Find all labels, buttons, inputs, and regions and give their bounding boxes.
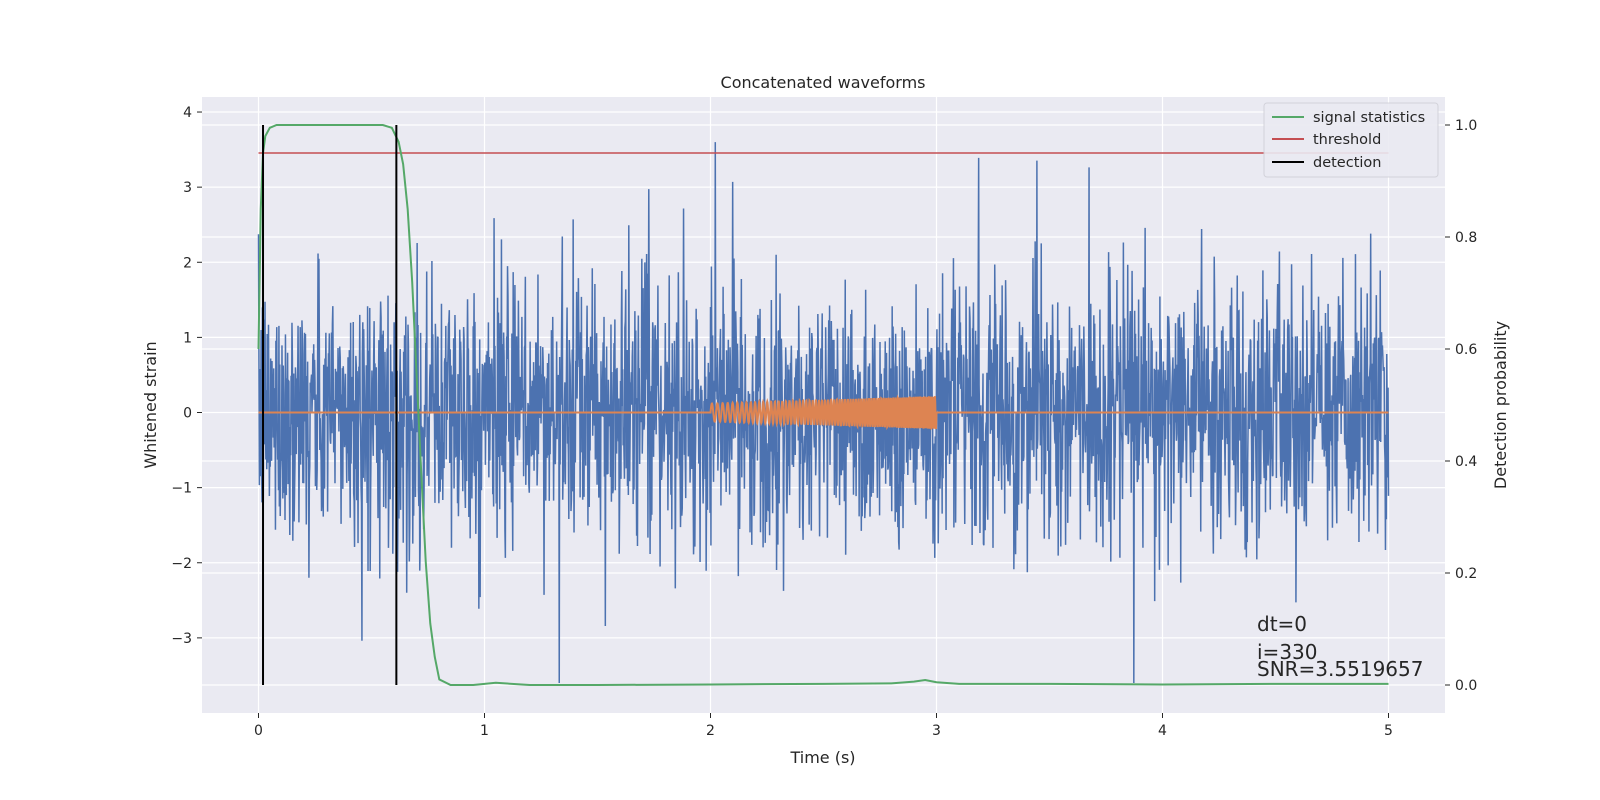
x-tick-label-5: 5 <box>1384 723 1393 739</box>
legend-label-detection: detection <box>1313 155 1381 171</box>
y-tick-label-5: 2 <box>183 255 192 271</box>
y-tick-label-7: 4 <box>183 105 192 121</box>
y-tick-label-4: 1 <box>183 330 192 346</box>
annotation-dt: dt=0 <box>1257 612 1307 636</box>
chart-title: Concatenated waveforms <box>721 73 926 92</box>
x-tick-label-3: 3 <box>932 723 941 739</box>
legend: signal statistics threshold detection <box>1263 102 1439 178</box>
x-tick-label-2: 2 <box>706 723 715 739</box>
y-tick-label-0: −3 <box>171 631 192 647</box>
y-tick-label-6: 3 <box>183 180 192 196</box>
ticks-layer: 0 1 2 3 4 5 −3 −2 −1 0 1 2 3 4 0.0 0.2 0.4 0.6 0.8 1.0 <box>171 105 1477 739</box>
series-whitened-strain <box>257 142 1390 683</box>
y-tick-label-3: 0 <box>183 406 192 422</box>
y-axis-label: Whitened strain <box>141 341 160 468</box>
legend-label-threshold: threshold <box>1313 132 1381 148</box>
x-tick-label-4: 4 <box>1158 723 1167 739</box>
x-tick-label-0: 0 <box>254 723 263 739</box>
y-axis-right-label: Detection probability <box>1491 321 1510 489</box>
y-right-tick-label-1: 0.2 <box>1455 566 1477 582</box>
y-right-tick-label-0: 0.0 <box>1455 678 1477 694</box>
y-right-tick-label-4: 0.8 <box>1455 230 1477 246</box>
y-right-tick-label-3: 0.6 <box>1455 342 1477 358</box>
y-right-tick-label-2: 0.4 <box>1455 454 1477 470</box>
y-tick-label-2: −1 <box>171 481 192 497</box>
x-tick-label-1: 1 <box>480 723 489 739</box>
series-layer <box>257 124 1390 686</box>
legend-label-signal-statistics: signal statistics <box>1313 110 1425 126</box>
y-right-tick-label-5: 1.0 <box>1455 118 1477 134</box>
series-injected-signal <box>258 394 1389 431</box>
x-axis-label: Time (s) <box>789 748 855 767</box>
annotation-i: i=330 <box>1257 640 1318 664</box>
legend-box <box>1263 102 1439 178</box>
series-signal-statistics <box>257 124 1389 686</box>
annotation-snr: SNR=3.5519657 <box>1257 657 1423 681</box>
y-tick-label-1: −2 <box>171 556 192 572</box>
